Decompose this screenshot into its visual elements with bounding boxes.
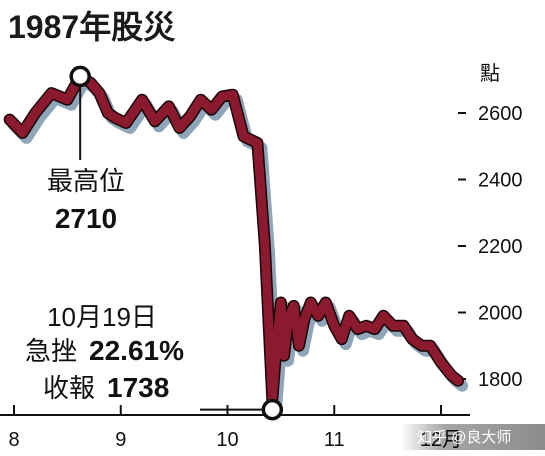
data-point: [457, 380, 459, 382]
data-point: [276, 345, 278, 347]
data-point: [411, 338, 413, 340]
data-point: [264, 245, 266, 247]
chart-title: 1987年股災: [8, 9, 176, 45]
y-tick-label: 2600: [478, 103, 523, 125]
data-point: [374, 328, 376, 330]
data-point: [242, 135, 245, 137]
data-point: [403, 325, 405, 327]
x-tick-label: 9: [115, 429, 126, 451]
data-point: [357, 328, 359, 330]
y-axis-unit: 點: [480, 62, 500, 85]
crash-close-line: 收報 1738: [43, 372, 169, 403]
data-point: [200, 99, 202, 101]
data-point: [341, 338, 343, 340]
data-point: [298, 345, 300, 347]
watermark-background: [400, 424, 545, 450]
peak-label: 最高位: [47, 166, 125, 196]
data-point: [303, 318, 305, 320]
y-tick-label: 1800: [478, 369, 523, 391]
data-point: [34, 112, 36, 114]
data-point: [440, 361, 442, 363]
data-point: [107, 112, 109, 114]
crash-drop-line: 急挫 22.61%: [25, 335, 184, 366]
data-point: [280, 301, 282, 304]
data-point: [210, 109, 213, 111]
data-point: [256, 142, 258, 144]
x-tick-label: 8: [8, 429, 19, 451]
crash-close-value: 1738: [107, 372, 169, 403]
series-group: [3, 70, 469, 411]
y-tick-label: 2400: [478, 170, 523, 192]
data-point: [325, 301, 327, 304]
markers: [69, 65, 284, 421]
x-axis: 89101112月: [0, 405, 470, 451]
data-point: [154, 120, 156, 122]
data-point: [189, 115, 191, 117]
watermark-text: 知乎 @良大师: [417, 429, 511, 446]
data-point: [317, 315, 319, 317]
data-point: [114, 117, 117, 119]
data-point: [287, 318, 289, 320]
crash-date: 10月19日: [47, 302, 157, 332]
data-point: [283, 355, 285, 357]
crash-drop-label: 急挫: [25, 336, 77, 366]
data-point: [66, 99, 68, 101]
data-point: [141, 99, 143, 101]
data-point: [50, 92, 52, 94]
y-axis: 1800 2000 2200 2400 2600: [458, 103, 523, 391]
peak-value: 2710: [55, 203, 117, 234]
data-point: [293, 305, 295, 307]
data-point: [382, 315, 384, 317]
data-point: [232, 94, 234, 96]
crash-close-label: 收報: [43, 373, 95, 403]
x-tick-label: 11: [324, 429, 345, 451]
data-point: [125, 122, 127, 124]
data-point: [333, 325, 335, 327]
y-tick-label: 2000: [478, 303, 523, 325]
x-tick-label: 10: [216, 429, 238, 451]
crash-drop-value: 22.61%: [89, 335, 184, 366]
data-point: [310, 301, 312, 304]
y-tick-label: 2200: [478, 236, 523, 258]
watermark: 知乎 @良大师: [400, 424, 545, 450]
annotations: 最高位 2710 10月19日 急挫 22.61% 收報 1738: [25, 85, 264, 411]
data-point: [429, 345, 431, 347]
data-point: [21, 132, 24, 134]
data-point: [178, 127, 181, 129]
data-point: [421, 345, 423, 347]
data-point: [365, 325, 367, 327]
data-point: [221, 95, 223, 97]
crash-marker: [261, 398, 284, 421]
data-point: [98, 92, 100, 94]
data-point: [168, 105, 170, 107]
data-point: [9, 119, 11, 121]
peak-marker: [69, 65, 91, 88]
data-point: [90, 82, 92, 84]
data-point: [451, 375, 453, 377]
data-point: [392, 325, 394, 327]
data-point: [348, 315, 350, 317]
